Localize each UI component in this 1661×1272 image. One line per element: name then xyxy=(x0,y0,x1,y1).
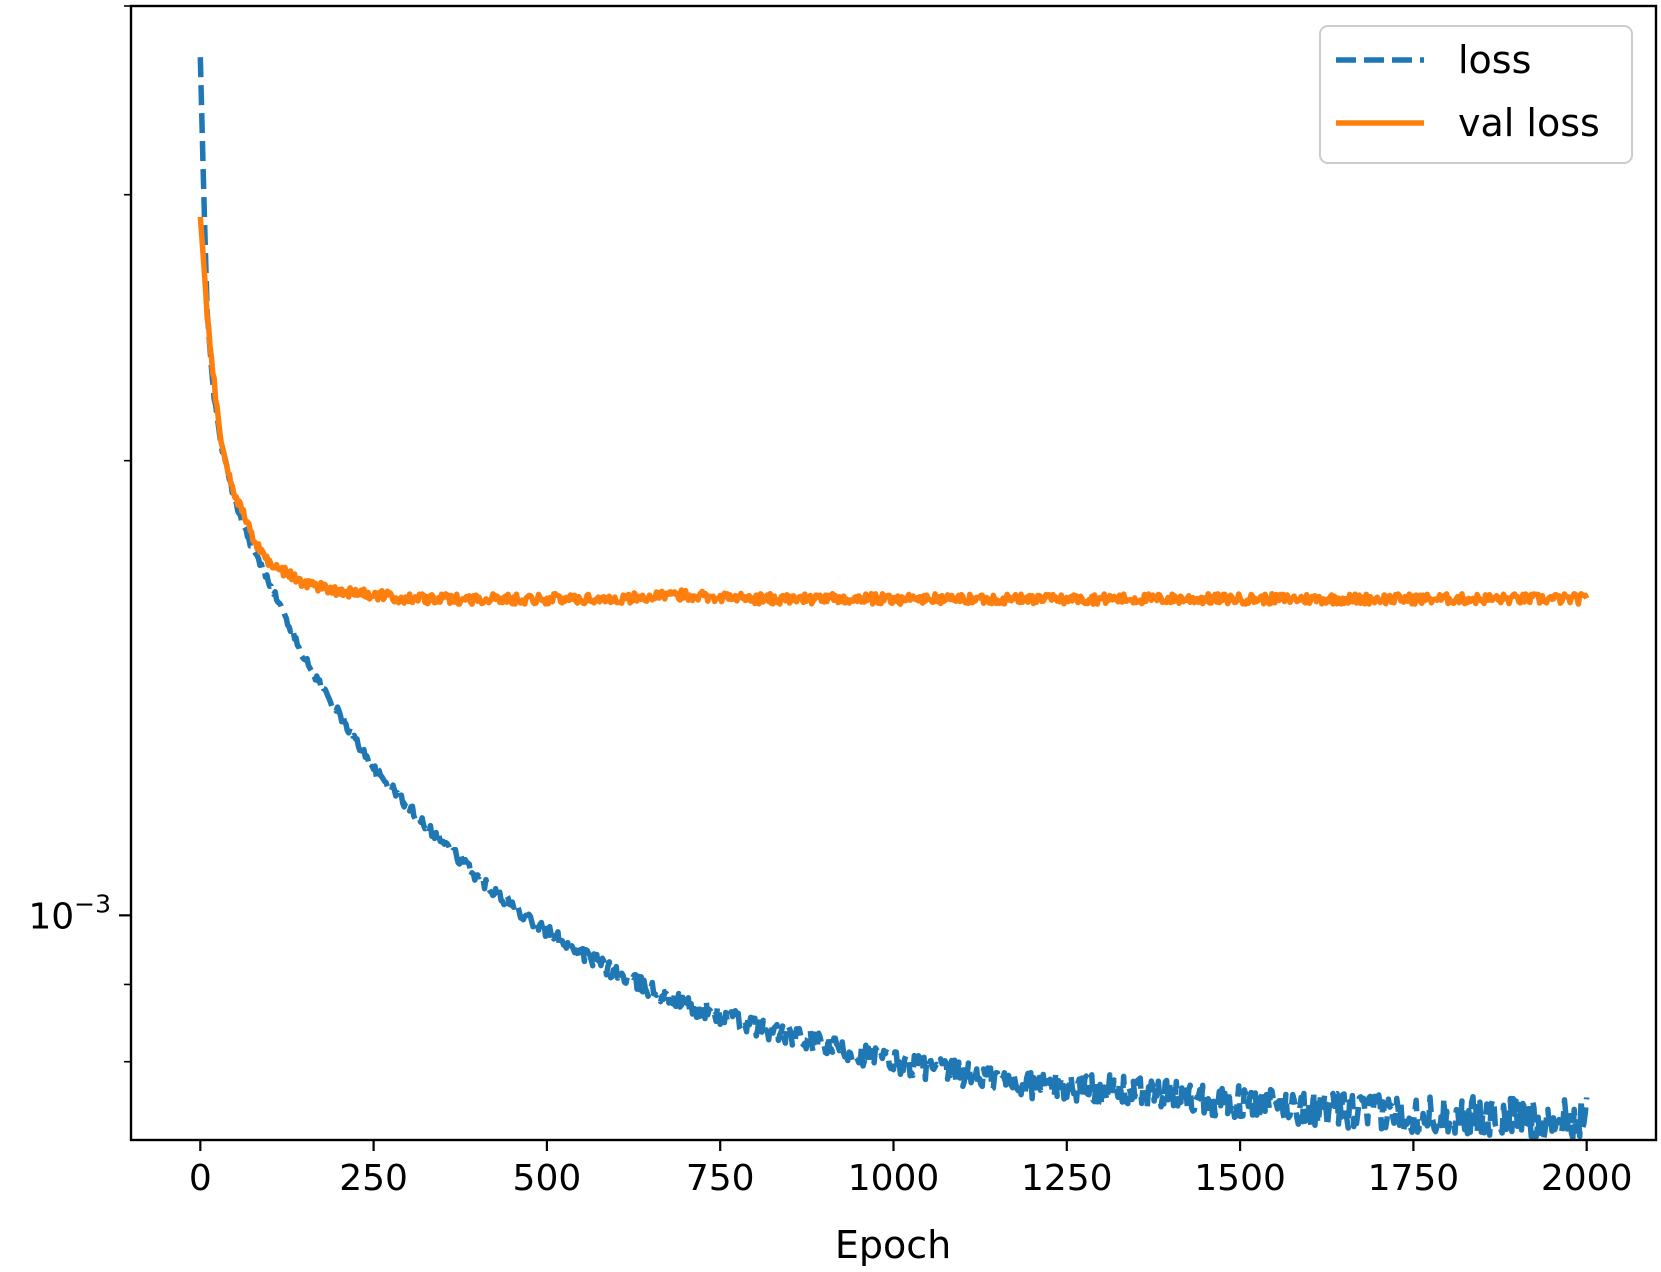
series-line-loss xyxy=(197,57,1590,1140)
x-tick-label: 250 xyxy=(339,1158,408,1199)
x-tick-label: 500 xyxy=(513,1158,582,1199)
x-axis-label: Epoch xyxy=(835,1223,951,1267)
x-tick-label: 2000 xyxy=(1541,1158,1633,1199)
series-layer xyxy=(197,57,1590,1140)
legend-label-val-loss: val loss xyxy=(1458,101,1600,145)
x-tick-label: 1000 xyxy=(848,1158,940,1199)
y-axis-ticks: 10−3 xyxy=(28,5,131,1063)
legend: loss val loss xyxy=(1319,25,1633,164)
x-tick-label: 1500 xyxy=(1194,1158,1286,1199)
x-axis-ticks: 0 250 500 750 1000 1250 1500 1750 2000 xyxy=(189,1140,1633,1199)
y-tick-label: 10−3 xyxy=(28,889,111,937)
x-tick-label: 750 xyxy=(686,1158,755,1199)
x-tick-label: 1250 xyxy=(1021,1158,1113,1199)
series-line-val-loss xyxy=(197,216,1590,607)
x-tick-label: 1750 xyxy=(1368,1158,1460,1199)
x-tick-label: 0 xyxy=(189,1158,212,1199)
legend-label-loss: loss xyxy=(1458,38,1531,82)
